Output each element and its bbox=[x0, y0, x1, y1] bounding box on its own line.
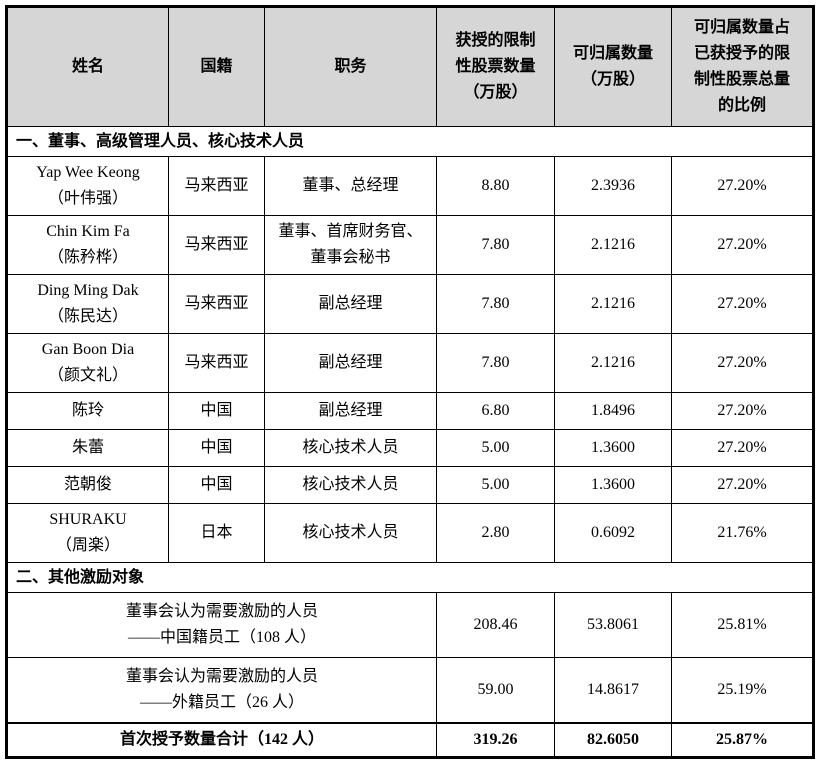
name-cell: Ding Ming Dak （陈民达） bbox=[6, 274, 169, 334]
name-cell: Yap Wee Keong （叶伟强） bbox=[6, 156, 169, 216]
table-row: 董事会认为需要激励的人员 ——外籍员工（26 人） 59.00 14.8617 … bbox=[6, 657, 814, 723]
position-cell: 副总经理 bbox=[264, 392, 437, 430]
vestable-ratio-cell: 25.81% bbox=[671, 592, 814, 658]
nationality-cell: 马来西亚 bbox=[168, 333, 265, 393]
total-ratio-cell: 25.87% bbox=[671, 721, 814, 758]
position-cell: 副总经理 bbox=[264, 274, 437, 334]
nationality-cell: 马来西亚 bbox=[168, 156, 265, 216]
vestable-ratio-cell: 27.20% bbox=[671, 429, 814, 467]
vestable-quantity-cell: 14.8617 bbox=[554, 657, 672, 723]
header-vestable-ratio: 可归属数量占 已获授予的限 制性股票总量 的比例 bbox=[671, 6, 814, 127]
table-header-row: 姓名 国籍 职务 获授的限制 性股票数量 （万股） 可归属数量 （万股） 可归属… bbox=[6, 6, 814, 127]
vestable-ratio-cell: 27.20% bbox=[671, 466, 814, 504]
position-cell: 核心技术人员 bbox=[264, 466, 437, 504]
vestable-quantity-cell: 53.8061 bbox=[554, 592, 672, 658]
incentive-group-cell: 董事会认为需要激励的人员 ——外籍员工（26 人） bbox=[6, 657, 437, 723]
header-vestable-quantity: 可归属数量 （万股） bbox=[554, 6, 672, 127]
granted-quantity-cell: 5.00 bbox=[436, 429, 555, 467]
position-cell: 核心技术人员 bbox=[264, 429, 437, 467]
granted-quantity-cell: 7.80 bbox=[436, 274, 555, 334]
granted-quantity-cell: 5.00 bbox=[436, 466, 555, 504]
table-row: 陈玲 中国 副总经理 6.80 1.8496 27.20% bbox=[6, 392, 814, 430]
nationality-cell: 马来西亚 bbox=[168, 215, 265, 275]
section-title: 一、董事、高级管理人员、核心技术人员 bbox=[6, 126, 814, 157]
vestable-quantity-cell: 1.3600 bbox=[554, 429, 672, 467]
position-cell: 董事、总经理 bbox=[264, 156, 437, 216]
nationality-cell: 中国 bbox=[168, 392, 265, 430]
position-cell: 核心技术人员 bbox=[264, 503, 437, 563]
table-row: Yap Wee Keong （叶伟强） 马来西亚 董事、总经理 8.80 2.3… bbox=[6, 156, 814, 216]
nationality-cell: 中国 bbox=[168, 466, 265, 504]
name-cell: 朱蕾 bbox=[6, 429, 169, 467]
nationality-cell: 日本 bbox=[168, 503, 265, 563]
granted-quantity-cell: 59.00 bbox=[436, 657, 555, 723]
header-name: 姓名 bbox=[6, 6, 169, 127]
total-granted-cell: 319.26 bbox=[436, 721, 555, 758]
vestable-quantity-cell: 0.6092 bbox=[554, 503, 672, 563]
table-row: 范朝俊 中国 核心技术人员 5.00 1.3600 27.20% bbox=[6, 466, 814, 504]
vestable-ratio-cell: 27.20% bbox=[671, 215, 814, 275]
total-row: 首次授予数量合计（142 人） 319.26 82.6050 25.87% bbox=[6, 721, 814, 758]
nationality-cell: 中国 bbox=[168, 429, 265, 467]
granted-quantity-cell: 2.80 bbox=[436, 503, 555, 563]
vestable-ratio-cell: 21.76% bbox=[671, 503, 814, 563]
vestable-quantity-cell: 2.1216 bbox=[554, 215, 672, 275]
position-cell: 副总经理 bbox=[264, 333, 437, 393]
restricted-stock-grant-table: 姓名 国籍 职务 获授的限制 性股票数量 （万股） 可归属数量 （万股） 可归属… bbox=[5, 5, 815, 759]
header-nationality: 国籍 bbox=[168, 6, 265, 127]
section-title: 二、其他激励对象 bbox=[6, 562, 814, 593]
header-granted-quantity: 获授的限制 性股票数量 （万股） bbox=[436, 6, 555, 127]
name-cell: Chin Kim Fa （陈矜桦） bbox=[6, 215, 169, 275]
total-label-cell: 首次授予数量合计（142 人） bbox=[6, 721, 437, 758]
name-cell: SHURAKU （周楽） bbox=[6, 503, 169, 563]
granted-quantity-cell: 7.80 bbox=[436, 333, 555, 393]
section-row-others: 二、其他激励对象 bbox=[6, 562, 814, 593]
table-row: SHURAKU （周楽） 日本 核心技术人员 2.80 0.6092 21.76… bbox=[6, 503, 814, 563]
vestable-ratio-cell: 27.20% bbox=[671, 274, 814, 334]
vestable-ratio-cell: 27.20% bbox=[671, 333, 814, 393]
total-vestable-cell: 82.6050 bbox=[554, 721, 672, 758]
vestable-ratio-cell: 25.19% bbox=[671, 657, 814, 723]
table-row: Gan Boon Dia （颜文礼） 马来西亚 副总经理 7.80 2.1216… bbox=[6, 333, 814, 393]
table-row: Chin Kim Fa （陈矜桦） 马来西亚 董事、首席财务官、 董事会秘书 7… bbox=[6, 215, 814, 275]
incentive-group-cell: 董事会认为需要激励的人员 ——中国籍员工（108 人） bbox=[6, 592, 437, 658]
vestable-ratio-cell: 27.20% bbox=[671, 392, 814, 430]
granted-quantity-cell: 7.80 bbox=[436, 215, 555, 275]
table-row: 朱蕾 中国 核心技术人员 5.00 1.3600 27.20% bbox=[6, 429, 814, 467]
granted-quantity-cell: 6.80 bbox=[436, 392, 555, 430]
header-position: 职务 bbox=[264, 6, 437, 127]
vestable-quantity-cell: 2.3936 bbox=[554, 156, 672, 216]
position-cell: 董事、首席财务官、 董事会秘书 bbox=[264, 215, 437, 275]
name-cell: 陈玲 bbox=[6, 392, 169, 430]
vestable-quantity-cell: 1.8496 bbox=[554, 392, 672, 430]
granted-quantity-cell: 8.80 bbox=[436, 156, 555, 216]
name-cell: Gan Boon Dia （颜文礼） bbox=[6, 333, 169, 393]
vestable-quantity-cell: 1.3600 bbox=[554, 466, 672, 504]
table-row: 董事会认为需要激励的人员 ——中国籍员工（108 人） 208.46 53.80… bbox=[6, 592, 814, 658]
section-row-directors: 一、董事、高级管理人员、核心技术人员 bbox=[6, 126, 814, 157]
table-row: Ding Ming Dak （陈民达） 马来西亚 副总经理 7.80 2.121… bbox=[6, 274, 814, 334]
vestable-ratio-cell: 27.20% bbox=[671, 156, 814, 216]
vestable-quantity-cell: 2.1216 bbox=[554, 274, 672, 334]
vestable-quantity-cell: 2.1216 bbox=[554, 333, 672, 393]
granted-quantity-cell: 208.46 bbox=[436, 592, 555, 658]
nationality-cell: 马来西亚 bbox=[168, 274, 265, 334]
name-cell: 范朝俊 bbox=[6, 466, 169, 504]
